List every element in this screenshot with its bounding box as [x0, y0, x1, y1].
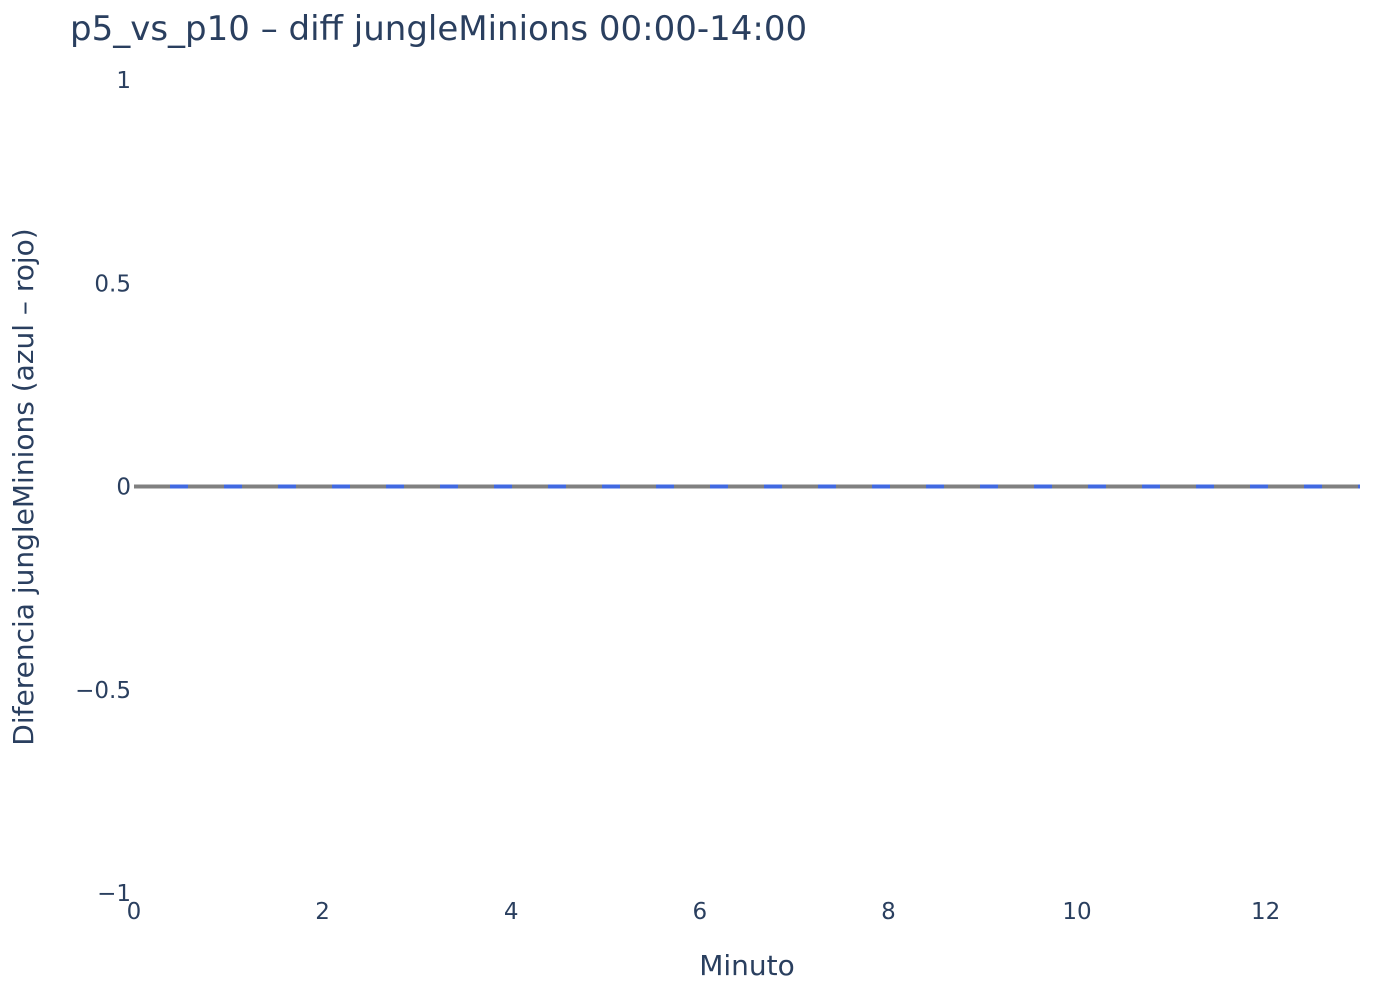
y-axis-ticks: 1 0.5 0 −0.5 −1 [75, 68, 131, 907]
x-tick-label: 4 [504, 899, 519, 925]
y-axis-title: Diferencia jungleMinions (azul – rojo) [7, 228, 40, 745]
x-tick-label: 10 [1062, 899, 1091, 925]
x-tick-label: 8 [881, 899, 896, 925]
x-tick-label: 6 [693, 899, 708, 925]
x-axis-ticks: 0 2 4 6 8 10 12 [127, 899, 1281, 925]
y-tick-label: −0.5 [75, 678, 131, 704]
x-axis-title: Minuto [699, 949, 795, 982]
y-tick-label: 0.5 [94, 271, 131, 297]
x-tick-label: 12 [1251, 899, 1280, 925]
y-tick-label: −1 [97, 881, 131, 907]
y-tick-label: 0 [116, 475, 131, 501]
chart-title: p5_vs_p10 – diff jungleMinions 00:00-14:… [70, 9, 807, 49]
x-tick-label: 0 [127, 899, 142, 925]
y-tick-label: 1 [116, 68, 131, 94]
x-tick-label: 2 [315, 899, 330, 925]
